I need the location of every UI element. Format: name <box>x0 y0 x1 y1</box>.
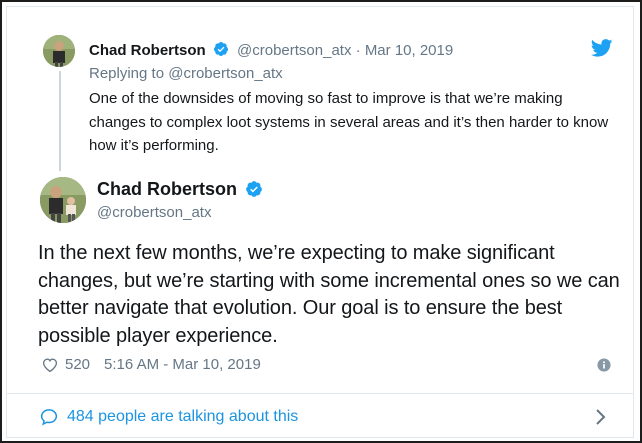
tweet-meta-row: 520 5:16 AM - Mar 10, 2019 <box>41 355 261 375</box>
main-author-name[interactable]: Chad Robertson <box>97 179 238 199</box>
like-count[interactable]: 520 <box>65 356 91 373</box>
tweet-timestamp[interactable]: 5:16 AM - Mar 10, 2019 <box>104 356 261 373</box>
chevron-right-icon[interactable] <box>595 407 607 427</box>
heart-icon[interactable] <box>41 356 59 374</box>
verified-badge-icon <box>213 42 228 56</box>
talking-count-text[interactable]: 484 people are talking about this <box>67 408 299 425</box>
parent-tweet-date[interactable]: Mar 10, 2019 <box>364 42 454 59</box>
parent-avatar[interactable] <box>43 35 75 67</box>
replying-to-line: Replying to @crobertson_atx <box>89 64 283 84</box>
parent-tweet-text: One of the downsides of moving so fast t… <box>89 90 609 154</box>
main-author-handle[interactable]: @crobertson_atx <box>97 204 212 221</box>
twitter-bird-icon[interactable] <box>591 39 613 57</box>
info-icon[interactable] <box>597 358 611 372</box>
speech-bubble-icon <box>40 409 58 426</box>
main-tweet-text: In the next few months, we’re expecting … <box>38 242 620 347</box>
replying-to-mention[interactable]: @crobertson_atx <box>168 65 283 82</box>
tweet-embed-card: Chad Robertson @crobertson_atx · Mar 10,… <box>6 6 634 438</box>
footer-divider <box>7 393 633 394</box>
main-avatar[interactable] <box>40 177 86 223</box>
replying-prefix: Replying to <box>89 65 165 82</box>
thread-connector-line <box>59 71 61 171</box>
main-author-name-row: Chad Robertson <box>97 178 267 200</box>
verified-badge-icon <box>246 181 262 197</box>
parent-author-handle[interactable]: @crobertson_atx <box>237 42 352 59</box>
conversation-link[interactable]: 484 people are talking about this <box>39 406 298 428</box>
header-separator: · <box>355 42 361 59</box>
parent-tweet-header: Chad Robertson @crobertson_atx · Mar 10,… <box>89 41 453 61</box>
parent-author-name[interactable]: Chad Robertson <box>89 42 206 59</box>
